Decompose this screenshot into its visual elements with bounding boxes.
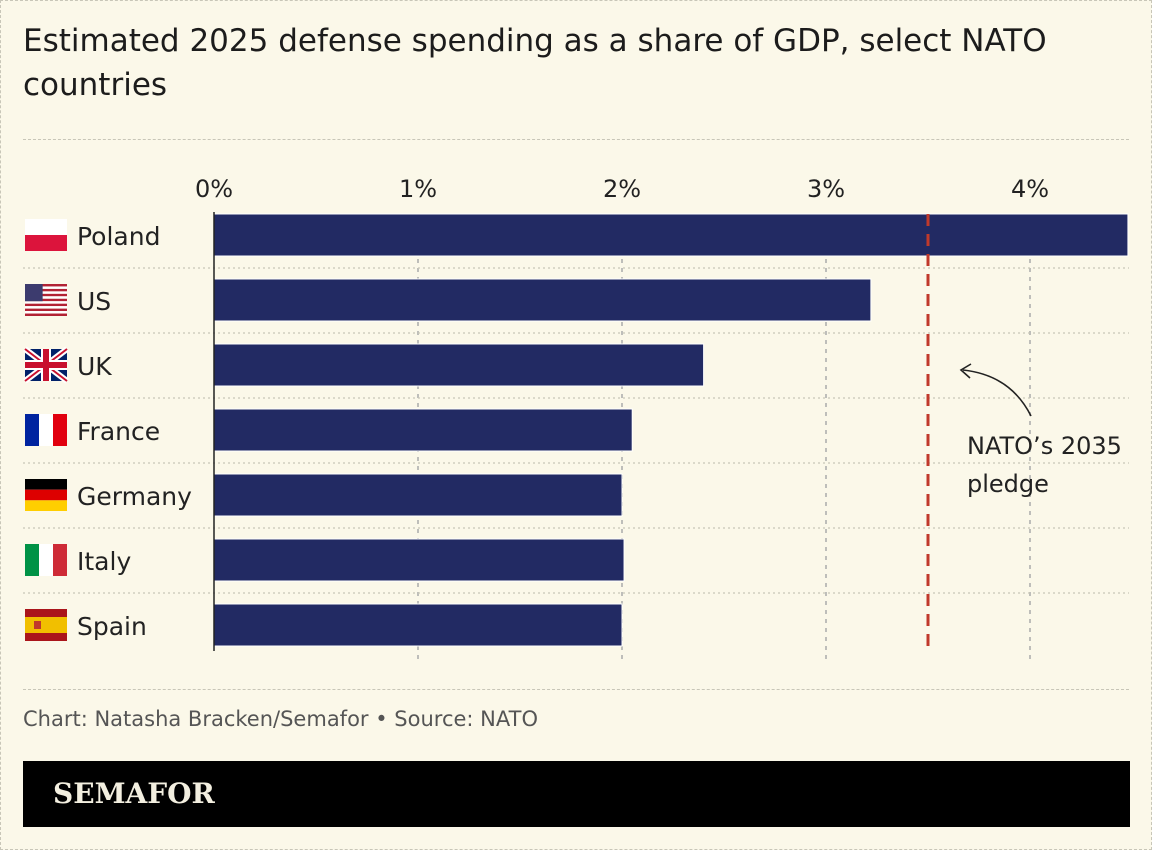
x-tick-label: 4% (1011, 175, 1049, 203)
flag-part (25, 288, 67, 292)
flag-part (25, 609, 67, 617)
category-label: Italy (77, 547, 131, 576)
flag-part (25, 544, 39, 576)
flag-part (25, 235, 67, 251)
flag-part (34, 621, 41, 629)
x-tick-label: 2% (603, 175, 641, 203)
divider (23, 689, 1129, 690)
bar-us (213, 278, 872, 322)
flag-part (25, 284, 43, 302)
chart-title: Estimated 2025 defense spending as a sha… (23, 23, 1047, 103)
bar-italy (213, 538, 625, 582)
pledge-label: NATO’s 2035 (967, 432, 1122, 460)
flag-part (53, 544, 67, 576)
bar-france (213, 408, 633, 452)
bar-chart: 0% 1% 2% 3% 4% Poland US UK France Germany Italy Sp… (23, 175, 1129, 661)
x-tick-label: 3% (807, 175, 845, 203)
bar-germany (213, 473, 623, 517)
category-label: Germany (77, 482, 192, 511)
flag-us-icon (25, 284, 67, 316)
x-tick-label: 1% (399, 175, 437, 203)
category-label: UK (77, 352, 112, 381)
flag-part (25, 286, 67, 289)
flag-part (25, 313, 67, 316)
category-label: Spain (77, 612, 147, 641)
flag-part (25, 489, 67, 501)
flag-part (25, 303, 67, 307)
flag-part (25, 308, 67, 312)
annotation-arrow (962, 369, 1032, 417)
bar-spain (213, 603, 623, 647)
divider (23, 139, 1129, 140)
flag-part (25, 362, 67, 368)
flag-part (25, 500, 67, 511)
flag-part (39, 414, 53, 446)
bar-poland (213, 213, 1129, 257)
chart-credit: Chart: Natasha Bracken/Semafor • Source:… (23, 707, 538, 731)
flag-part (25, 617, 67, 633)
category-label: Poland (77, 222, 160, 251)
flag-part (25, 296, 67, 299)
flag-part (39, 544, 53, 576)
flag-part (25, 633, 67, 641)
flag-spain-icon (25, 609, 67, 641)
x-tick-label: 0% (195, 175, 233, 203)
flag-part (25, 293, 67, 297)
flag-part (25, 291, 67, 294)
bar-uk (213, 343, 705, 387)
flag-part (25, 219, 67, 235)
annotation-arrowhead (959, 363, 972, 379)
category-label: France (77, 417, 160, 446)
flag-part (25, 311, 67, 314)
flag-germany-icon (25, 479, 67, 511)
flag-part (25, 479, 67, 490)
flag-part (53, 414, 67, 446)
flag-part (25, 298, 67, 302)
flag-uk-icon (23, 346, 69, 384)
semafor-logo: SEMAFOR (53, 777, 215, 810)
flag-france-icon (25, 414, 67, 446)
flag-part (25, 284, 67, 287)
flag-part (25, 306, 67, 309)
footer-bar: SEMAFOR (23, 761, 1130, 827)
category-label: US (77, 287, 111, 316)
flag-part (25, 301, 67, 304)
flag-part (25, 414, 39, 446)
flag-poland-icon (25, 219, 67, 251)
flag-italy-icon (25, 544, 67, 576)
pledge-label: pledge (967, 470, 1049, 498)
